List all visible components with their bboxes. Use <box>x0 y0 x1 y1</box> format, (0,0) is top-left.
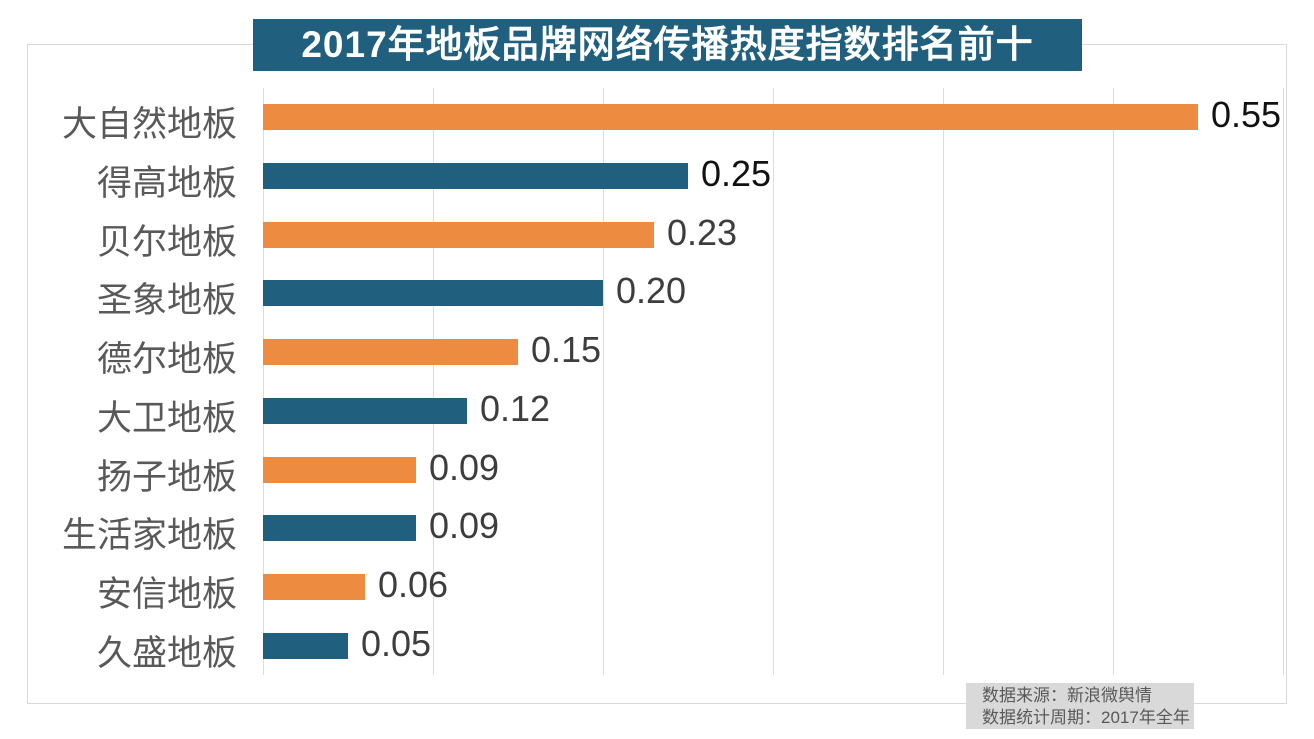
bar <box>263 515 416 542</box>
bar <box>263 104 1198 131</box>
bar-row: 圣象地板 0.20 <box>0 264 1314 323</box>
value-label: 0.09 <box>429 446 500 488</box>
category-label: 大卫地板 <box>96 398 237 438</box>
gridline <box>263 88 264 675</box>
bar <box>263 221 654 248</box>
value-label: 0.09 <box>429 505 500 547</box>
value-label: 0.23 <box>667 211 738 253</box>
bar <box>263 339 518 366</box>
value-label: 0.55 <box>1211 94 1282 136</box>
category-label: 德尔地板 <box>96 340 237 380</box>
bar <box>263 280 603 307</box>
value-label: 0.12 <box>480 387 551 429</box>
value-label: 0.15 <box>531 329 602 371</box>
gridline <box>1113 88 1114 675</box>
category-label: 贝尔地板 <box>96 222 237 262</box>
gridline <box>1283 88 1284 675</box>
gridline <box>773 88 774 675</box>
category-label: 生活家地板 <box>61 516 237 556</box>
chart-title: 2017年地板品牌网络传播热度指数排名前十 <box>253 19 1082 71</box>
bar-row: 贝尔地板 0.23 <box>0 205 1314 264</box>
category-label: 得高地板 <box>96 164 237 204</box>
value-label: 0.05 <box>361 622 432 664</box>
bar-row: 大自然地板 0.55 <box>0 88 1314 147</box>
bar <box>263 163 688 190</box>
bar-row: 扬子地板 0.09 <box>0 440 1314 499</box>
gridline <box>603 88 604 675</box>
bar-row: 生活家地板 0.09 <box>0 499 1314 558</box>
bar <box>263 573 365 600</box>
bar <box>263 397 467 424</box>
bar-row: 德尔地板 0.15 <box>0 323 1314 382</box>
bar-row: 得高地板 0.25 <box>0 147 1314 206</box>
bar-row: 久盛地板 0.05 <box>0 616 1314 675</box>
source-line-1: 数据来源：新浪微舆情 <box>982 686 1152 705</box>
category-label: 扬子地板 <box>96 457 237 497</box>
source-line-2: 数据统计周期：2017年全年 <box>982 708 1190 727</box>
gridline <box>943 88 944 675</box>
source-note: 数据来源：新浪微舆情 数据统计周期：2017年全年 <box>966 683 1194 729</box>
value-label: 0.20 <box>616 270 687 312</box>
bar-row: 大卫地板 0.12 <box>0 382 1314 441</box>
category-label: 久盛地板 <box>96 633 237 673</box>
bar-row: 安信地板 0.06 <box>0 558 1314 617</box>
category-label: 圣象地板 <box>96 281 237 321</box>
gridline <box>433 88 434 675</box>
category-label: 大自然地板 <box>61 105 237 145</box>
value-label: 0.06 <box>378 563 449 605</box>
value-label: 0.25 <box>701 153 772 195</box>
bar <box>263 632 348 659</box>
bar <box>263 456 416 483</box>
category-label: 安信地板 <box>96 574 237 614</box>
